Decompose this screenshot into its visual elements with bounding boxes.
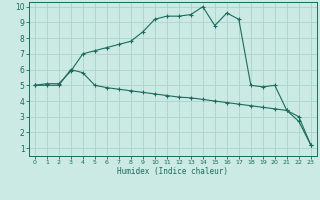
X-axis label: Humidex (Indice chaleur): Humidex (Indice chaleur): [117, 167, 228, 176]
